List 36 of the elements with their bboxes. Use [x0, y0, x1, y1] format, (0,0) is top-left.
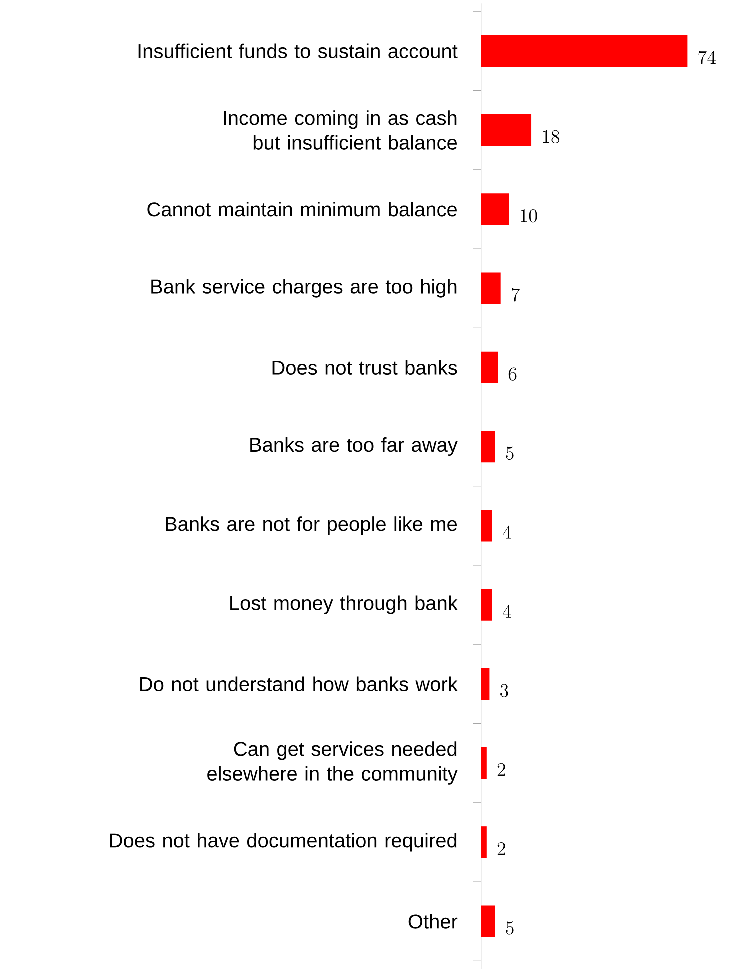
bar [481, 668, 490, 700]
y-tick-label: Cannot maintain minimum balance [148, 202, 457, 217]
bar [481, 352, 498, 384]
y-tick-label: Other [408, 914, 458, 929]
y-tick-label: Lost money through bank [230, 596, 458, 614]
bar [481, 747, 487, 780]
data-label: 18 [543, 130, 560, 144]
y-tick-label: Can get services needed elsewhere in the community [208, 742, 458, 785]
y-tick-label: Income coming in as cash but insufficient balance [224, 110, 458, 150]
data-label: 10 [521, 209, 538, 223]
y-tick-label: Insufficient funds to sustain account [138, 44, 458, 58]
bar [481, 430, 496, 463]
y-tick-label: Does not trust banks [272, 360, 458, 375]
data-label: 2 [498, 763, 506, 776]
data-label: 5 [506, 922, 514, 935]
data-label: 7 [512, 288, 520, 302]
bar [481, 826, 487, 858]
data-label: 5 [506, 446, 514, 460]
data-label: 2 [498, 842, 506, 856]
data-label: 74 [698, 51, 716, 64]
bar [481, 114, 532, 146]
data-label: 6 [508, 368, 517, 381]
y-tick-label: Banks are not for people like me [166, 516, 457, 536]
data-label: 3 [500, 684, 508, 698]
bar [481, 194, 510, 226]
bar [481, 272, 501, 304]
y-tick-label: Bank service charges are too high [152, 279, 457, 298]
bar [481, 35, 688, 67]
data-label: 4 [503, 526, 512, 539]
y-tick-label: Banks are too far away [250, 437, 458, 456]
data-label: 4 [503, 604, 512, 618]
y-tick-label: Do not understand how banks work [140, 676, 458, 692]
bar [481, 589, 492, 621]
y-tick-label: Does not have documentation required [110, 833, 457, 852]
bar [481, 510, 492, 542]
bar [481, 906, 496, 938]
